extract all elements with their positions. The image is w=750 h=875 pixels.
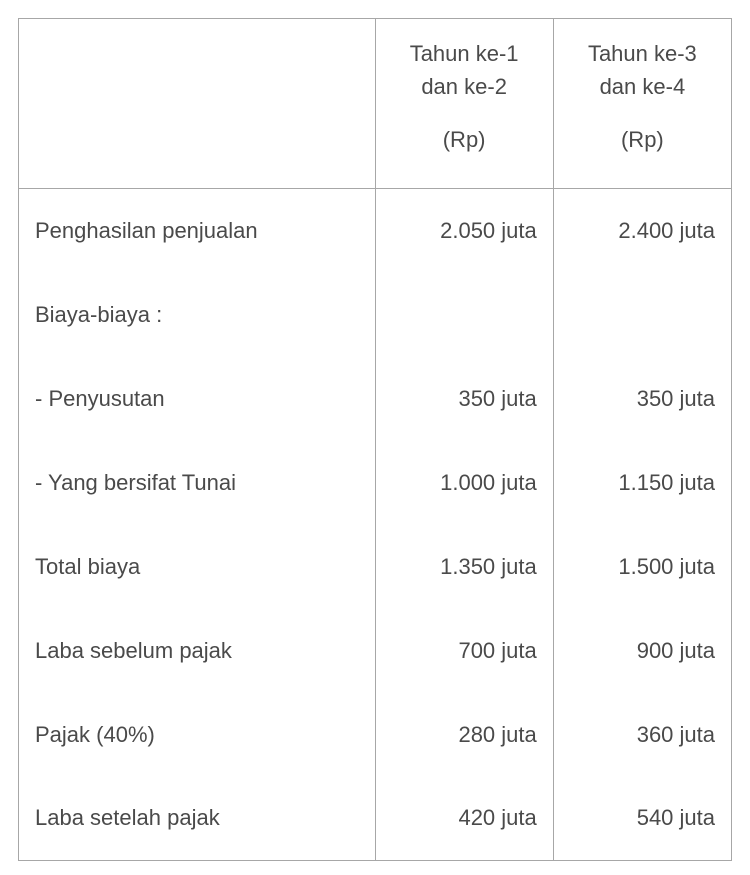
row-value-col2: 540 juta xyxy=(553,777,731,861)
row-value-col1: 1.000 juta xyxy=(375,441,553,525)
header-period-3-4: Tahun ke-3 dan ke-4 (Rp) xyxy=(553,19,731,189)
header-period-1-2: Tahun ke-1 dan ke-2 (Rp) xyxy=(375,19,553,189)
row-value-col1: 1.350 juta xyxy=(375,525,553,609)
financial-table: Tahun ke-1 dan ke-2 (Rp) Tahun ke-3 dan … xyxy=(18,18,732,861)
header-unit: (Rp) xyxy=(386,123,543,156)
row-value-col2: 1.150 juta xyxy=(553,441,731,525)
row-label: Total biaya xyxy=(19,525,376,609)
table-row: - Yang bersifat Tunai 1.000 juta 1.150 j… xyxy=(19,441,732,525)
row-value-col1: 280 juta xyxy=(375,693,553,777)
row-value-col2 xyxy=(553,273,731,357)
row-value-col2: 2.400 juta xyxy=(553,189,731,273)
row-value-col2: 350 juta xyxy=(553,357,731,441)
row-value-col1: 2.050 juta xyxy=(375,189,553,273)
row-value-col1: 350 juta xyxy=(375,357,553,441)
row-label: Laba setelah pajak xyxy=(19,777,376,861)
header-line2: dan ke-4 xyxy=(564,70,721,103)
table-row: Penghasilan penjualan 2.050 juta 2.400 j… xyxy=(19,189,732,273)
header-line1: Tahun ke-1 xyxy=(386,37,543,70)
table-header-row: Tahun ke-1 dan ke-2 (Rp) Tahun ke-3 dan … xyxy=(19,19,732,189)
row-value-col2: 360 juta xyxy=(553,693,731,777)
row-label: - Yang bersifat Tunai xyxy=(19,441,376,525)
header-unit: (Rp) xyxy=(564,123,721,156)
table-row: Total biaya 1.350 juta 1.500 juta xyxy=(19,525,732,609)
header-line2: dan ke-2 xyxy=(386,70,543,103)
row-value-col2: 900 juta xyxy=(553,609,731,693)
row-value-col1: 700 juta xyxy=(375,609,553,693)
row-value-col1 xyxy=(375,273,553,357)
row-label: Pajak (40%) xyxy=(19,693,376,777)
row-label: Biaya-biaya : xyxy=(19,273,376,357)
header-blank xyxy=(19,19,376,189)
table-row: Pajak (40%) 280 juta 360 juta xyxy=(19,693,732,777)
row-value-col2: 1.500 juta xyxy=(553,525,731,609)
header-line1: Tahun ke-3 xyxy=(564,37,721,70)
table-row: Laba setelah pajak 420 juta 540 juta xyxy=(19,777,732,861)
table-row: Laba sebelum pajak 700 juta 900 juta xyxy=(19,609,732,693)
row-label: - Penyusutan xyxy=(19,357,376,441)
table-row: - Penyusutan 350 juta 350 juta xyxy=(19,357,732,441)
table-row: Biaya-biaya : xyxy=(19,273,732,357)
row-value-col1: 420 juta xyxy=(375,777,553,861)
row-label: Penghasilan penjualan xyxy=(19,189,376,273)
row-label: Laba sebelum pajak xyxy=(19,609,376,693)
